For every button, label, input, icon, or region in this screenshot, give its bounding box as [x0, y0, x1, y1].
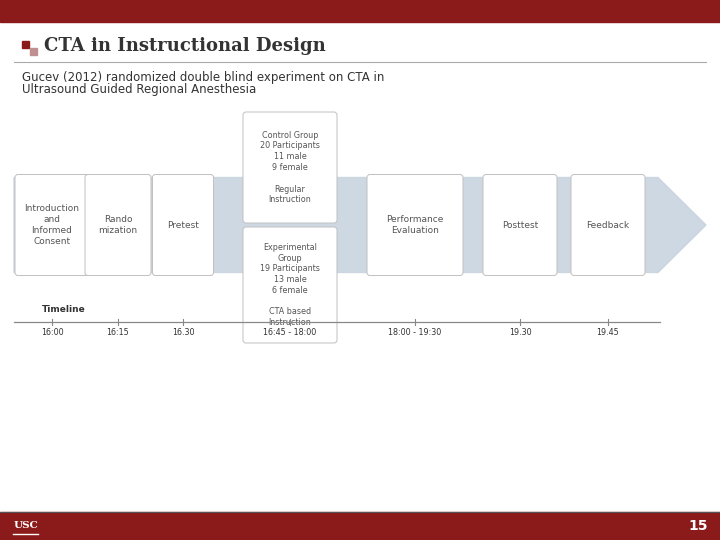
FancyBboxPatch shape [483, 174, 557, 275]
Text: 18:00 - 19:30: 18:00 - 19:30 [388, 328, 441, 337]
FancyBboxPatch shape [367, 174, 463, 275]
Text: 16:45 - 18:00: 16:45 - 18:00 [264, 328, 317, 337]
Bar [0, 512, 720, 540]
Text: Performance
Evaluation: Performance Evaluation [387, 215, 444, 235]
Text: Control Group
20 Participants
11 male
9 female

Regular
Instruction: Control Group 20 Participants 11 male 9 … [260, 131, 320, 204]
Text: Gucev (2012) randomized double blind experiment on CTA in: Gucev (2012) randomized double blind exp… [22, 71, 384, 84]
FancyBboxPatch shape [85, 174, 151, 275]
Bar [22, 41, 29, 48]
FancyBboxPatch shape [571, 174, 645, 275]
Text: Rando
mization: Rando mization [99, 215, 138, 235]
FancyBboxPatch shape [243, 227, 337, 343]
FancyBboxPatch shape [153, 174, 214, 275]
Text: Experimental
Group
19 Participants
13 male
6 female

CTA based
Instruction: Experimental Group 19 Participants 13 ma… [260, 243, 320, 327]
FancyBboxPatch shape [243, 112, 337, 223]
Text: USC: USC [14, 522, 39, 530]
Text: 16.30: 16.30 [172, 328, 194, 337]
Text: Introduction
and
Informed
Consent: Introduction and Informed Consent [24, 204, 79, 246]
Text: Feedback: Feedback [586, 220, 629, 230]
Text: Ultrasound Guided Regional Anesthesia: Ultrasound Guided Regional Anesthesia [22, 84, 256, 97]
Text: 16:15: 16:15 [107, 328, 130, 337]
Text: 16:00: 16:00 [41, 328, 63, 337]
Text: Timeline: Timeline [42, 305, 86, 314]
Text: CTA in Instructional Design: CTA in Instructional Design [44, 37, 325, 55]
Text: Posttest: Posttest [502, 220, 538, 230]
Bar [0, 0, 720, 22]
Polygon shape [14, 178, 706, 273]
Text: 19.30: 19.30 [509, 328, 531, 337]
Bar [30, 48, 37, 55]
Text: 19.45: 19.45 [597, 328, 619, 337]
Text: 15: 15 [688, 519, 708, 533]
Text: Pretest: Pretest [167, 220, 199, 230]
FancyBboxPatch shape [15, 174, 89, 275]
